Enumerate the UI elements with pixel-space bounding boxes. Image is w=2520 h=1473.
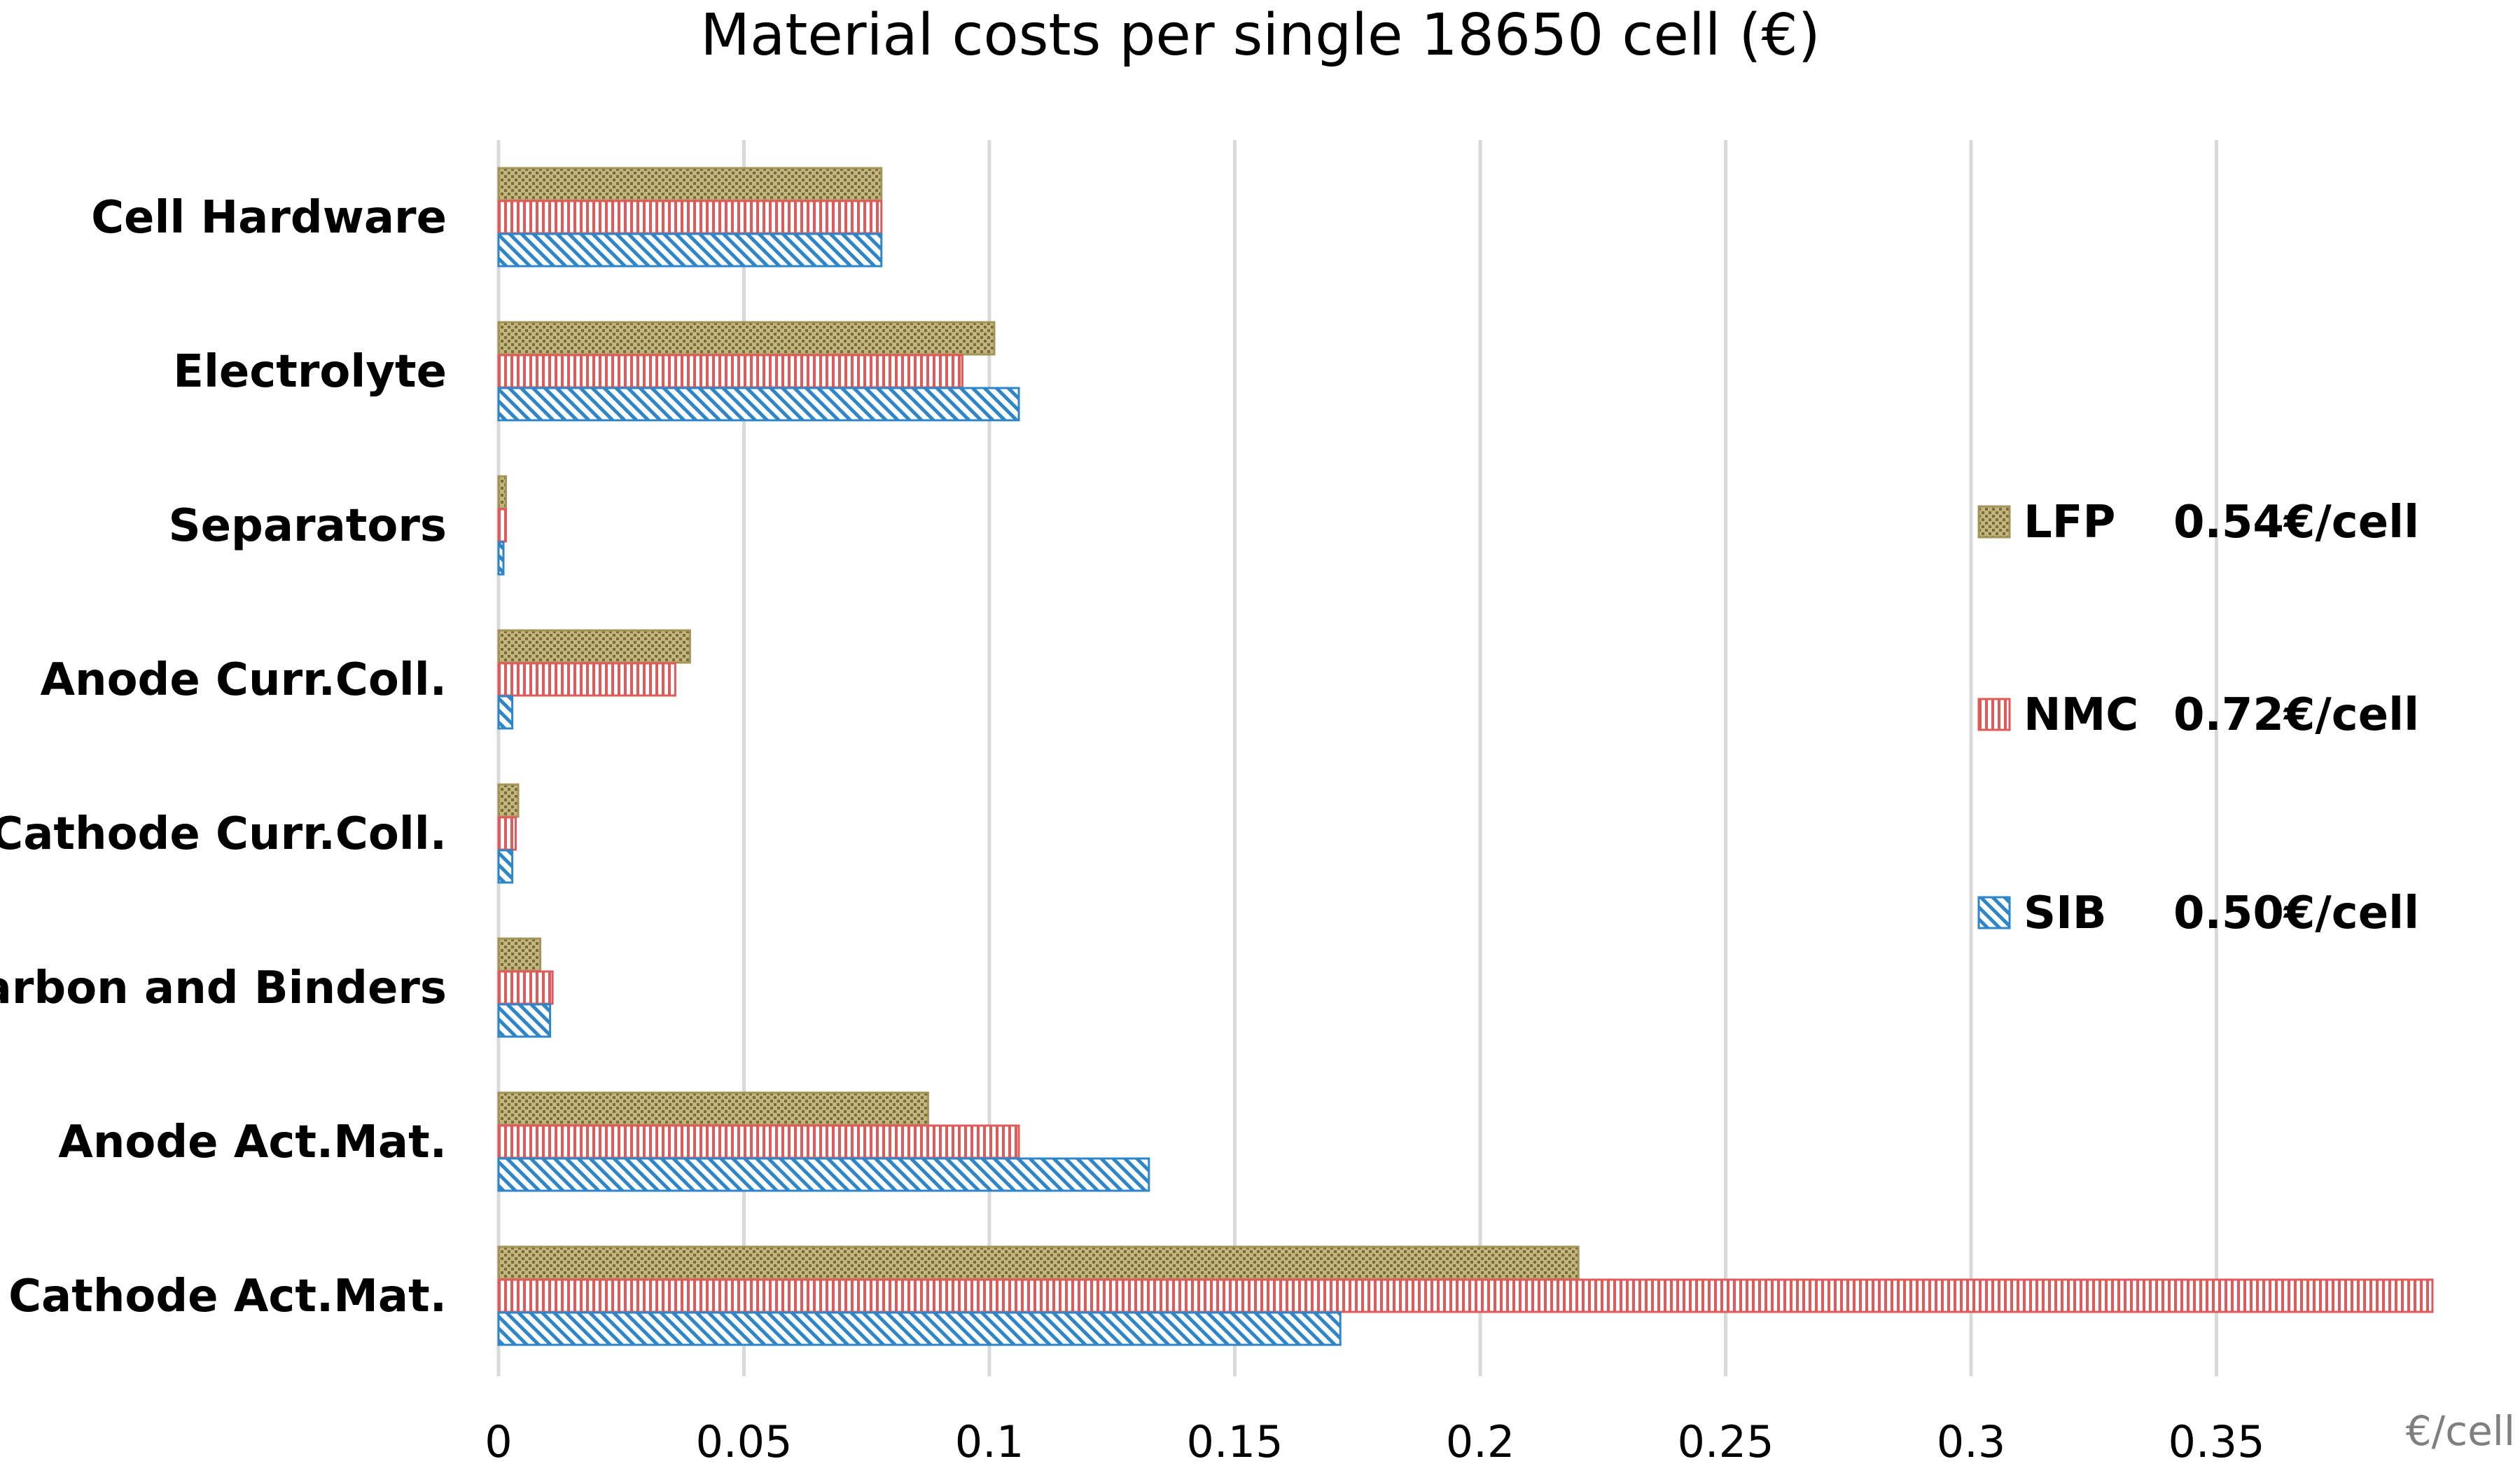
category-label: Electrolyte — [173, 346, 447, 398]
bar-sib — [497, 695, 514, 730]
x-axis-ticks: 0 0.05 0.1 0.15 0.2 0.25 0.3 0.35 — [485, 1416, 2264, 1467]
chart-title: Material costs per single 18650 cell (€) — [700, 2, 1820, 69]
legend-series-name: LFP — [2024, 497, 2115, 548]
legend-series-total: 0.72€/cell — [2173, 689, 2419, 741]
x-tick-label: 0.3 — [1937, 1416, 2006, 1467]
bar-nmc — [497, 508, 508, 543]
category-label: Separators — [169, 500, 447, 552]
legend-series-name: NMC — [2024, 689, 2138, 741]
legend-series-total: 0.50€/cell — [2173, 887, 2419, 939]
bar-lfp — [497, 1245, 1580, 1280]
bar-nmc — [497, 354, 963, 389]
bar-lfp — [497, 1091, 929, 1126]
x-tick-label: 0.25 — [1677, 1416, 1774, 1467]
legend-swatch-lfp — [1977, 505, 2011, 539]
bar-sib — [497, 541, 505, 576]
x-tick-label: 0.35 — [2168, 1416, 2264, 1467]
bar-sib — [497, 1157, 1150, 1192]
category-label: Carbon and Binders — [0, 962, 447, 1014]
bar-lfp — [497, 629, 691, 664]
x-axis-unit-label: €/cell — [2406, 1407, 2515, 1455]
bar-nmc — [497, 1124, 1020, 1159]
category-label: Cathode Act.Mat. — [8, 1271, 447, 1322]
category-labels: Cell Hardware Electrolyte Separators Anode … — [0, 192, 447, 1322]
bar-nmc — [497, 970, 554, 1005]
bar-sib — [497, 1311, 1342, 1346]
category-label: Anode Act.Mat. — [58, 1116, 447, 1168]
legend-swatch-nmc — [1977, 698, 2011, 731]
bars — [497, 167, 2434, 1346]
bar-nmc — [497, 1278, 2434, 1313]
x-tick-label: 0.05 — [695, 1416, 792, 1467]
bar-nmc — [497, 662, 676, 697]
bar-sib — [497, 1003, 552, 1038]
legend-swatch-sib — [1977, 896, 2011, 929]
bar-nmc — [497, 200, 883, 235]
x-tick-label: 0.1 — [955, 1416, 1024, 1467]
category-label: Cell Hardware — [91, 192, 447, 244]
x-tick-label: 0.15 — [1186, 1416, 1283, 1467]
bar-sib — [497, 849, 514, 884]
bar-sib — [497, 387, 1020, 422]
legend: LFP 0.54€/cell NMC 0.72€/cell SIB 0.50€/cell — [1977, 497, 2419, 939]
category-label: Anode Curr.Coll. — [40, 654, 447, 706]
legend-series-name: SIB — [2024, 887, 2107, 939]
bar-lfp — [497, 321, 996, 356]
legend-series-total: 0.54€/cell — [2173, 497, 2419, 548]
bar-lfp — [497, 167, 883, 202]
bar-lfp — [497, 783, 520, 818]
bar-nmc — [497, 816, 517, 851]
bar-sib — [497, 233, 883, 268]
bar-lfp — [497, 937, 542, 972]
x-tick-label: 0.2 — [1446, 1416, 1515, 1467]
bar-lfp — [497, 475, 508, 510]
category-label: Cathode Curr.Coll. — [0, 808, 447, 860]
x-tick-label: 0 — [485, 1416, 512, 1467]
